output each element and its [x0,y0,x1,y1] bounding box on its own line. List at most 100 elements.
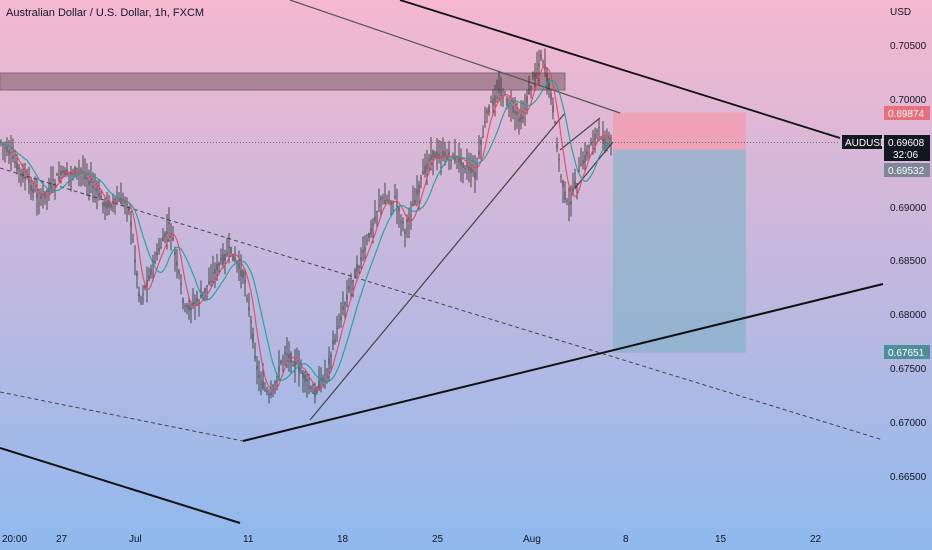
candle-body [48,188,50,193]
time-tick: 27 [56,534,68,545]
candle-body [232,253,234,261]
resistance-zone [0,72,566,91]
candle-body [112,200,114,204]
candle-body [400,221,402,223]
candle-body [220,257,222,261]
candle-body [266,391,268,393]
candle-body [70,172,72,175]
candle-body [460,157,462,166]
candle-body [332,340,334,345]
time-tick: 20:00 [2,534,27,545]
dashed-lower-line [0,391,244,442]
candle-body [128,207,130,212]
candle-body [532,73,534,75]
candle-body [608,138,610,140]
candle-body [550,93,552,100]
candle-body [96,188,98,192]
candle-body [420,177,422,180]
candle-body [508,106,510,108]
candle-body [570,201,572,205]
candle-body [292,365,294,367]
candle-body [26,176,28,178]
candles-layer [0,48,612,404]
candle-body [168,222,170,225]
candle-body [204,288,206,293]
candle-body [470,167,472,174]
time-axis[interactable]: 20:00 27 Jul 11 18 25 Aug 8 15 22 [2,534,822,545]
candle-body [582,160,584,165]
candle-body [478,151,480,156]
candle-body [184,305,186,307]
candle-body [180,282,182,285]
candle-body [132,239,134,241]
candle-body [464,167,466,170]
candle-body [496,97,498,99]
candle-body [176,261,178,266]
candle-body [50,182,52,190]
candle-body [130,221,132,228]
candle-body [498,88,500,94]
candle-body [516,111,518,115]
candle-body [134,259,136,263]
candle-body [504,94,506,96]
candle-body [484,121,486,123]
candle-body [16,162,18,171]
candle-body [296,361,298,364]
candle-body [518,118,520,122]
candle-body [422,171,424,175]
candle-body [182,298,184,304]
candle-body [370,227,372,235]
candle-body [136,272,138,276]
candle-body [350,281,352,283]
candle-body [424,165,426,174]
candle-body [430,154,432,160]
candle-body [410,215,412,217]
candle-body [10,152,12,154]
slow-moving-average [0,79,612,383]
candle-body [106,202,108,209]
svg-text:0.69874: 0.69874 [888,109,925,120]
lower-channel-line [0,447,241,524]
candle-body [568,203,570,205]
candle-body [310,387,312,390]
candle-body [578,171,580,173]
candle-body [314,388,316,397]
candle-body [566,200,568,203]
descending-trendline [289,0,621,114]
candle-body [426,162,428,169]
candle-body [270,392,272,396]
candle-body [120,197,122,204]
candle-body [90,179,92,184]
stop-price-label: 0.69874 [884,106,930,120]
candle-body [248,307,250,311]
candle-body [264,388,266,390]
candle-body [294,361,296,367]
candle-body [300,371,302,373]
candle-body [126,204,128,206]
candle-body [118,199,120,202]
candle-body [76,167,78,170]
price-axis[interactable]: 0.70500 0.70000 0.69000 0.68500 0.68000 … [890,41,927,483]
candle-body [394,196,396,198]
candle-body [468,166,470,171]
candle-body [146,280,148,286]
candle-body [140,297,142,299]
candle-body [428,158,430,162]
time-tick: 11 [243,534,254,545]
candle-body [584,155,586,163]
candle-body [580,164,582,167]
candle-body [384,200,386,205]
candle-body [238,263,240,269]
trendlines-layer [0,0,884,524]
candle-body [598,127,600,129]
candle-body [316,389,318,393]
svg-text:0.69532: 0.69532 [888,166,925,177]
candle-body [348,286,350,290]
candle-body [500,89,502,97]
candle-body [364,247,366,251]
candle-body [382,197,384,199]
candle-body [406,219,408,223]
time-tick: 8 [623,534,629,545]
